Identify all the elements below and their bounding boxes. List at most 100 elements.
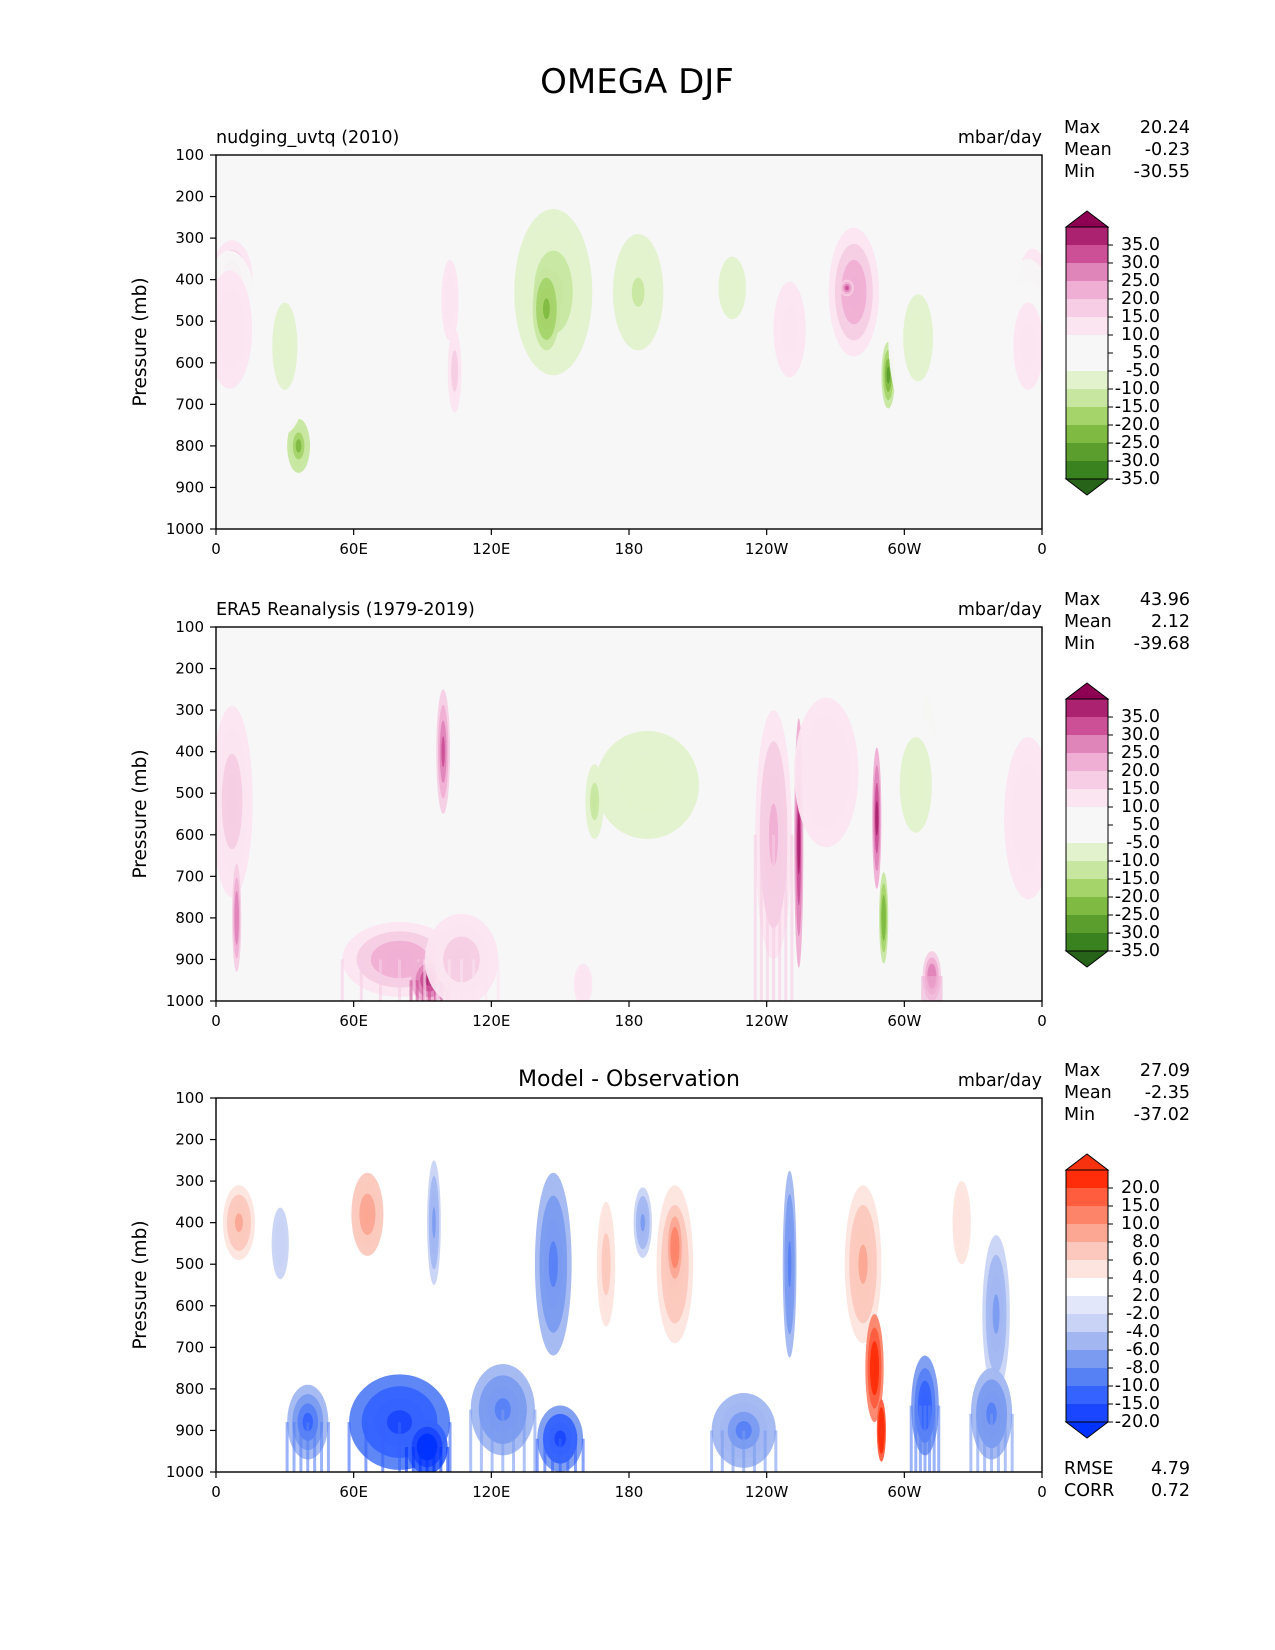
field-streak bbox=[914, 1405, 918, 1472]
field-streak bbox=[924, 976, 928, 1001]
colorbar-swatch bbox=[1066, 717, 1108, 735]
field-blob-13 bbox=[875, 800, 879, 836]
stat-mean-value: -0.23 bbox=[1145, 140, 1190, 160]
y-axis-label: Pressure (mb) bbox=[130, 1220, 151, 1349]
field-streak bbox=[930, 976, 934, 1001]
field-streak bbox=[909, 1405, 913, 1472]
y-tick-label: 1000 bbox=[166, 520, 204, 538]
field-streak bbox=[720, 1430, 724, 1472]
panel-title: ERA5 Reanalysis (1979-2019) bbox=[216, 600, 475, 620]
field-streak bbox=[581, 1438, 585, 1472]
field-streak bbox=[381, 1422, 385, 1472]
field-blob-13 bbox=[845, 285, 849, 291]
x-tick-label: 60E bbox=[339, 540, 368, 558]
field-blob-2 bbox=[222, 309, 238, 350]
x-tick-label: 120E bbox=[472, 540, 510, 558]
colorbar-swatch bbox=[1066, 425, 1108, 443]
field-streak bbox=[784, 834, 788, 1001]
field-streak bbox=[347, 1422, 351, 1472]
colorbar-label: 15.0 bbox=[1121, 779, 1160, 799]
field-blob-2 bbox=[277, 1231, 284, 1256]
y-tick-label: 700 bbox=[175, 395, 204, 413]
colorbar-swatch bbox=[1066, 1350, 1108, 1368]
field-blob-12 bbox=[640, 1213, 646, 1232]
colorbar-swatch bbox=[1066, 461, 1108, 479]
colorbar-swatch bbox=[1066, 227, 1108, 245]
colorbar-label: -20.0 bbox=[1115, 415, 1160, 435]
field-streak bbox=[996, 1413, 1000, 1472]
stat-mean-value: 2.12 bbox=[1151, 612, 1190, 632]
y-tick-label: 900 bbox=[175, 950, 204, 968]
x-axis: 0 60E 120E 180 120W 60W 0 bbox=[211, 529, 1047, 558]
colorbar-swatch bbox=[1066, 371, 1108, 389]
colorbar-swatch bbox=[1066, 443, 1108, 461]
x-tick-label: 180 bbox=[615, 1012, 644, 1030]
field-streak bbox=[763, 1430, 767, 1472]
field-blob-7 bbox=[580, 979, 586, 990]
field-blob-5 bbox=[441, 736, 445, 768]
colorbar-label: 35.0 bbox=[1121, 707, 1160, 727]
field-blob-8 bbox=[542, 298, 550, 320]
field-streak bbox=[423, 959, 427, 1001]
x-tick-label: 0 bbox=[211, 1012, 221, 1030]
field-streak bbox=[446, 1447, 450, 1472]
y-tick-label: 500 bbox=[175, 1255, 204, 1273]
x-axis: 0 60E 120E 180 120W 60W 0 bbox=[211, 1472, 1047, 1501]
stat-min-value: -39.68 bbox=[1134, 634, 1190, 654]
field-streak bbox=[1003, 1413, 1007, 1472]
field-streak bbox=[340, 959, 344, 1001]
y-tick-label: 400 bbox=[175, 743, 204, 761]
colorbar-bottom-arrow bbox=[1064, 478, 1110, 496]
field-blob-9 bbox=[548, 1241, 558, 1288]
x-tick-label: 60W bbox=[887, 1012, 921, 1030]
field-blob-7 bbox=[432, 1207, 436, 1239]
y-tick-label: 600 bbox=[175, 826, 204, 844]
colorbar-label: 20.0 bbox=[1121, 761, 1160, 781]
colorbar-swatch bbox=[1066, 1278, 1108, 1296]
field-streak bbox=[299, 1422, 303, 1472]
colorbar-swatch bbox=[1066, 353, 1108, 371]
colorbar-label: -15.0 bbox=[1115, 1394, 1160, 1414]
field-streak bbox=[484, 959, 488, 1001]
x-tick-label: 120E bbox=[472, 1483, 510, 1501]
field-streak bbox=[921, 976, 925, 1001]
x-tick-label: 0 bbox=[211, 1483, 221, 1501]
colorbar-label: -6.0 bbox=[1126, 1340, 1160, 1360]
field-blob-9 bbox=[631, 277, 645, 307]
panel-units: mbar/day bbox=[958, 1071, 1042, 1091]
field-streak bbox=[418, 1447, 422, 1472]
y-tick-label: 200 bbox=[175, 188, 204, 206]
colorbar-label: 5.0 bbox=[1132, 343, 1160, 363]
stat-min-label: Min bbox=[1064, 162, 1095, 182]
colorbar-label: -25.0 bbox=[1115, 905, 1160, 925]
colorbar-label: 10.0 bbox=[1121, 797, 1160, 817]
field-blob-14 bbox=[886, 366, 890, 384]
colorbar-label: 10.0 bbox=[1121, 1214, 1160, 1234]
stat-mean-label: Mean bbox=[1064, 140, 1112, 160]
x-tick-label: 0 bbox=[1037, 1012, 1047, 1030]
colorbar-label: -20.0 bbox=[1115, 1412, 1160, 1432]
field-streak bbox=[759, 834, 763, 1001]
y-tick-label: 700 bbox=[175, 867, 204, 885]
colorbar-label: -5.0 bbox=[1126, 361, 1160, 381]
field-streak bbox=[932, 1405, 936, 1472]
field-streak bbox=[448, 1422, 452, 1472]
panel-title: Model - Observation bbox=[518, 1067, 740, 1092]
field-blob-11 bbox=[603, 1248, 609, 1280]
colorbar-swatch bbox=[1066, 1368, 1108, 1386]
colorbar-swatch bbox=[1066, 1332, 1108, 1350]
field-streak bbox=[928, 1405, 932, 1472]
x-tick-label: 180 bbox=[615, 540, 644, 558]
field-streak bbox=[447, 959, 451, 1001]
colorbar-swatch bbox=[1066, 1260, 1108, 1278]
x-tick-label: 60E bbox=[339, 1012, 368, 1030]
x-tick-label: 180 bbox=[615, 1483, 644, 1501]
colorbar-top-arrow bbox=[1064, 682, 1110, 700]
y-tick-label: 700 bbox=[175, 1338, 204, 1356]
y-axis: 100 200 300 400 500 600 700 800 900 1000 bbox=[166, 618, 216, 1010]
colorbar-bottom-arrow bbox=[1064, 1421, 1110, 1439]
colorbar-swatch bbox=[1066, 1188, 1108, 1206]
field-streak bbox=[501, 1409, 505, 1472]
colorbar-label: 5.0 bbox=[1132, 815, 1160, 835]
